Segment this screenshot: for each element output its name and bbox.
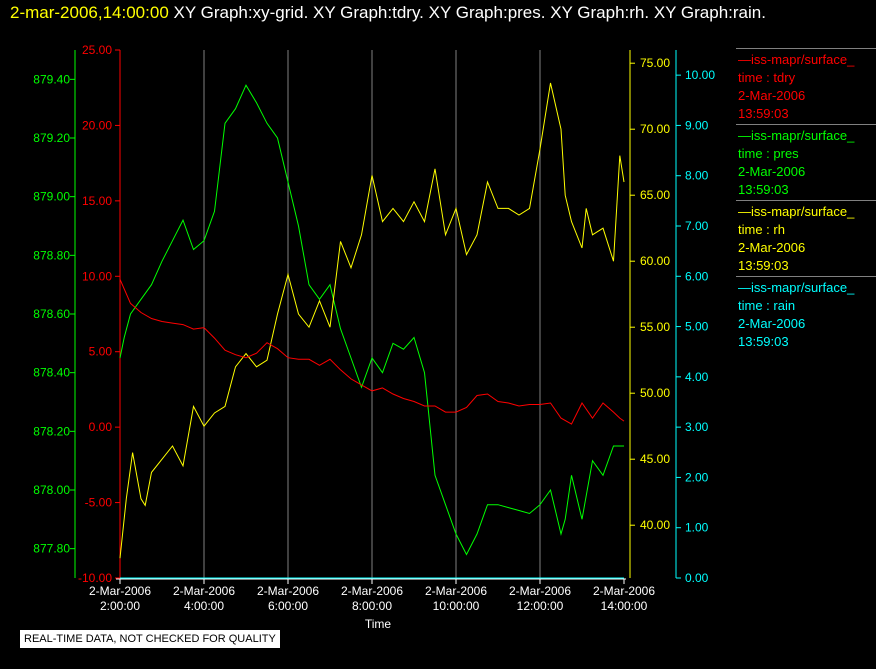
x-tick-label: 12:00:00 xyxy=(517,599,564,613)
legend-pair: time : pres xyxy=(738,146,799,161)
pres-tick-label: 878.40 xyxy=(33,366,70,380)
rain-tick-label: 1.00 xyxy=(685,521,709,535)
series-line-tdry xyxy=(119,279,625,425)
rh-tick-label: 65.00 xyxy=(640,188,670,202)
legend-pair: time : rh xyxy=(738,222,785,237)
legend: —iss-mapr/surface_ time : tdry 2-Mar-200… xyxy=(736,48,876,352)
quality-notice: REAL-TIME DATA, NOT CHECKED FOR QUALITY xyxy=(20,630,280,648)
rain-tick-label: 4.00 xyxy=(685,370,709,384)
legend-entry-rh[interactable]: —iss-mapr/surface_ time : rh 2-Mar-2006 … xyxy=(736,200,876,275)
x-tick-label: 2-Mar-2006 xyxy=(425,584,487,598)
tdry-tick-label: 10.00 xyxy=(82,269,112,283)
legend-time: 13:59:03 xyxy=(738,106,789,121)
header-titles: XY Graph:xy-grid. XY Graph:tdry. XY Grap… xyxy=(173,3,766,22)
legend-time: 13:59:03 xyxy=(738,258,789,273)
pres-tick-label: 879.40 xyxy=(33,72,70,86)
x-tick-label: 4:00:00 xyxy=(184,599,224,613)
tdry-tick-label: -10.00 xyxy=(78,571,112,585)
pres-tick-label: 878.60 xyxy=(33,307,70,321)
pres-tick-label: 878.20 xyxy=(33,424,70,438)
pres-tick-label: 877.80 xyxy=(33,542,70,556)
graph-header: 2-mar-2006,14:00:00 XY Graph:xy-grid. XY… xyxy=(10,3,766,23)
legend-date: 2-Mar-2006 xyxy=(738,240,806,255)
rain-tick-label: 10.00 xyxy=(685,68,715,82)
legend-source: —iss-mapr/surface_ xyxy=(738,128,855,143)
x-tick-label: 2-Mar-2006 xyxy=(341,584,403,598)
rain-tick-label: 5.00 xyxy=(685,320,709,334)
x-tick-label: 2-Mar-2006 xyxy=(257,584,319,598)
tdry-tick-label: 20.00 xyxy=(82,118,112,132)
x-tick-label: 2-Mar-2006 xyxy=(509,584,571,598)
rain-tick-label: 0.00 xyxy=(685,571,709,585)
pres-tick-label: 878.00 xyxy=(33,483,70,497)
x-tick-label: 8:00:00 xyxy=(352,599,392,613)
tdry-tick-label: -5.00 xyxy=(85,496,113,510)
rh-tick-label: 50.00 xyxy=(640,386,670,400)
pres-tick-label: 879.00 xyxy=(33,190,70,204)
rh-tick-label: 60.00 xyxy=(640,254,670,268)
x-tick-label: 14:00:00 xyxy=(601,599,648,613)
rain-tick-label: 7.00 xyxy=(685,219,709,233)
rh-tick-label: 70.00 xyxy=(640,122,670,136)
x-axis-label: Time xyxy=(365,617,392,631)
legend-pair: time : rain xyxy=(738,298,796,313)
legend-source: —iss-mapr/surface_ xyxy=(738,52,855,67)
x-tick-label: 2-Mar-2006 xyxy=(89,584,151,598)
rh-tick-label: 45.00 xyxy=(640,452,670,466)
tdry-tick-label: 0.00 xyxy=(89,420,113,434)
rh-tick-label: 40.00 xyxy=(640,518,670,532)
tdry-tick-label: 5.00 xyxy=(89,345,113,359)
legend-entry-tdry[interactable]: —iss-mapr/surface_ time : tdry 2-Mar-200… xyxy=(736,48,876,123)
legend-entry-rain[interactable]: —iss-mapr/surface_ time : rain 2-Mar-200… xyxy=(736,276,876,351)
x-tick-label: 6:00:00 xyxy=(268,599,308,613)
rh-tick-label: 55.00 xyxy=(640,320,670,334)
legend-time: 13:59:03 xyxy=(738,182,789,197)
pres-tick-label: 878.80 xyxy=(33,248,70,262)
rain-tick-label: 8.00 xyxy=(685,169,709,183)
header-time: 2-mar-2006,14:00:00 xyxy=(10,3,169,22)
series-line-pres xyxy=(119,84,624,556)
x-tick-label: 2-Mar-2006 xyxy=(173,584,235,598)
tdry-tick-label: 25.00 xyxy=(82,43,112,57)
legend-source: —iss-mapr/surface_ xyxy=(738,280,855,295)
pres-tick-label: 879.20 xyxy=(33,131,70,145)
rh-tick-label: 75.00 xyxy=(640,56,670,70)
rain-tick-label: 3.00 xyxy=(685,420,709,434)
tdry-tick-label: 15.00 xyxy=(82,194,112,208)
legend-source: —iss-mapr/surface_ xyxy=(738,204,855,219)
series-line-rh xyxy=(119,82,625,559)
legend-date: 2-Mar-2006 xyxy=(738,164,806,179)
legend-date: 2-Mar-2006 xyxy=(738,88,806,103)
x-tick-label: 2:00:00 xyxy=(100,599,140,613)
rain-tick-label: 9.00 xyxy=(685,118,709,132)
rain-tick-label: 6.00 xyxy=(685,269,709,283)
legend-date: 2-Mar-2006 xyxy=(738,316,806,331)
legend-pair: time : tdry xyxy=(738,70,796,85)
x-tick-label: 2-Mar-2006 xyxy=(593,584,655,598)
legend-time: 13:59:03 xyxy=(738,334,789,349)
rain-tick-label: 2.00 xyxy=(685,470,709,484)
legend-entry-pres[interactable]: —iss-mapr/surface_ time : pres 2-Mar-200… xyxy=(736,124,876,199)
x-tick-label: 10:00:00 xyxy=(433,599,480,613)
